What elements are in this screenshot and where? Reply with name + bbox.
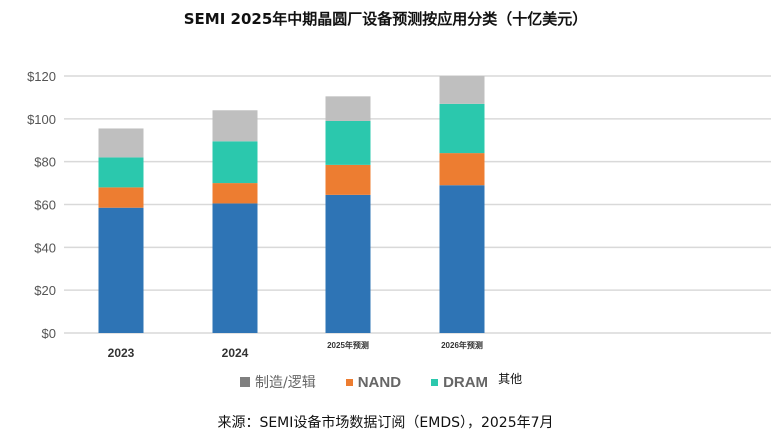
legend-swatch: [345, 378, 353, 386]
y-tick-label: $40: [34, 240, 56, 255]
bar-segment-其他: [98, 128, 144, 158]
y-tick-label: $0: [42, 326, 56, 341]
bar-segment-其他: [439, 76, 485, 104]
x-tick-label: 2026年预测: [441, 340, 483, 350]
legend-item-dram: DRAM: [431, 374, 488, 391]
legend-item-nand: NAND: [345, 373, 402, 391]
bar-segment-制造/逻辑: [325, 194, 371, 333]
bar-segment-NAND: [439, 153, 485, 186]
x-tick-label: 2025年预测: [327, 340, 369, 350]
legend-swatch: [240, 377, 250, 387]
bar-segment-NAND: [325, 164, 371, 195]
legend-label: NAND: [357, 373, 402, 391]
x-tick-label: 2023: [108, 346, 135, 360]
legend: 制造/逻辑 NAND DRAM 其他: [240, 372, 552, 392]
bar-segment-其他: [212, 110, 258, 142]
legend-item-logic: 制造/逻辑: [240, 372, 316, 392]
y-tick-label: $100: [27, 112, 56, 127]
legend-item-other: 其他: [498, 370, 522, 387]
bar-segment-其他: [325, 96, 371, 121]
y-tick-label: $20: [34, 283, 56, 298]
bar-segment-NAND: [98, 187, 144, 208]
bar-segment-DRAM: [212, 141, 258, 184]
bar-segment-NAND: [212, 183, 258, 204]
y-tick-label: $120: [27, 69, 56, 84]
chart-title: SEMI 2025年中期晶圆厂设备预测按应用分类（十亿美元）: [183, 10, 588, 28]
y-tick-label: $80: [34, 155, 56, 170]
stacked-bar-chart: $0 $20 $40 $60 $80 $100 $120 2023 2024 2025年预测 202…: [27, 69, 771, 360]
y-tick-label: $60: [34, 198, 56, 213]
legend-label: 其他: [498, 371, 523, 386]
bar-segment-DRAM: [439, 103, 485, 154]
legend-label: DRAM: [443, 373, 489, 391]
x-tick-label: 2024: [222, 346, 249, 360]
bar-segment-制造/逻辑: [98, 207, 144, 333]
legend-label: 制造/逻辑: [255, 375, 316, 391]
bar-segment-DRAM: [98, 157, 144, 188]
bar-segment-DRAM: [325, 120, 371, 165]
bar-segment-制造/逻辑: [212, 203, 258, 333]
source-note: 来源：SEMI设备市场数据订阅（EMDS），2025年7月: [217, 415, 554, 431]
bar-segment-制造/逻辑: [439, 185, 485, 333]
legend-swatch: [431, 378, 439, 386]
